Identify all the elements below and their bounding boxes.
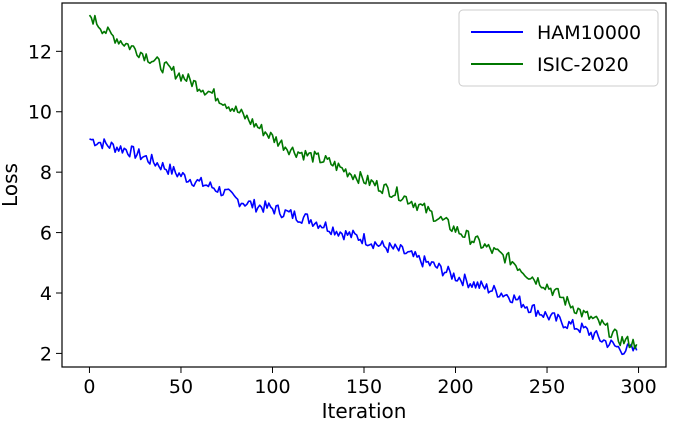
x-tick-label-100: 100: [254, 376, 290, 398]
x-tick-label-150: 150: [346, 376, 382, 398]
legend-label-ham10000: HAM10000: [537, 22, 641, 44]
y-tick-label-4: 4: [40, 283, 52, 305]
y-tick-label-8: 8: [40, 162, 52, 184]
series-layer: [88, 14, 638, 356]
y-tick-label-6: 6: [40, 223, 52, 245]
legend-label-isic-2020: ISIC-2020: [537, 54, 629, 76]
y-tick-label-10: 10: [28, 102, 52, 124]
y-axis: 2 4 6 8 10 12: [28, 41, 62, 365]
x-axis: 0 50 100 150 200 250 300: [83, 367, 657, 398]
series-line-ham10000: [89, 138, 638, 356]
x-tick-label-250: 250: [529, 376, 565, 398]
series-line-isic-2020: [88, 14, 638, 350]
x-tick-label-0: 0: [83, 376, 95, 398]
y-axis-label: Loss: [0, 163, 22, 207]
x-tick-label-50: 50: [169, 376, 193, 398]
y-tick-label-2: 2: [40, 343, 52, 365]
x-tick-label-200: 200: [437, 376, 473, 398]
x-tick-label-300: 300: [620, 376, 656, 398]
x-axis-label: Iteration: [322, 399, 407, 423]
legend-box: [458, 9, 659, 87]
legend: HAM10000 ISIC-2020: [458, 9, 659, 87]
y-tick-label-12: 12: [28, 41, 52, 63]
